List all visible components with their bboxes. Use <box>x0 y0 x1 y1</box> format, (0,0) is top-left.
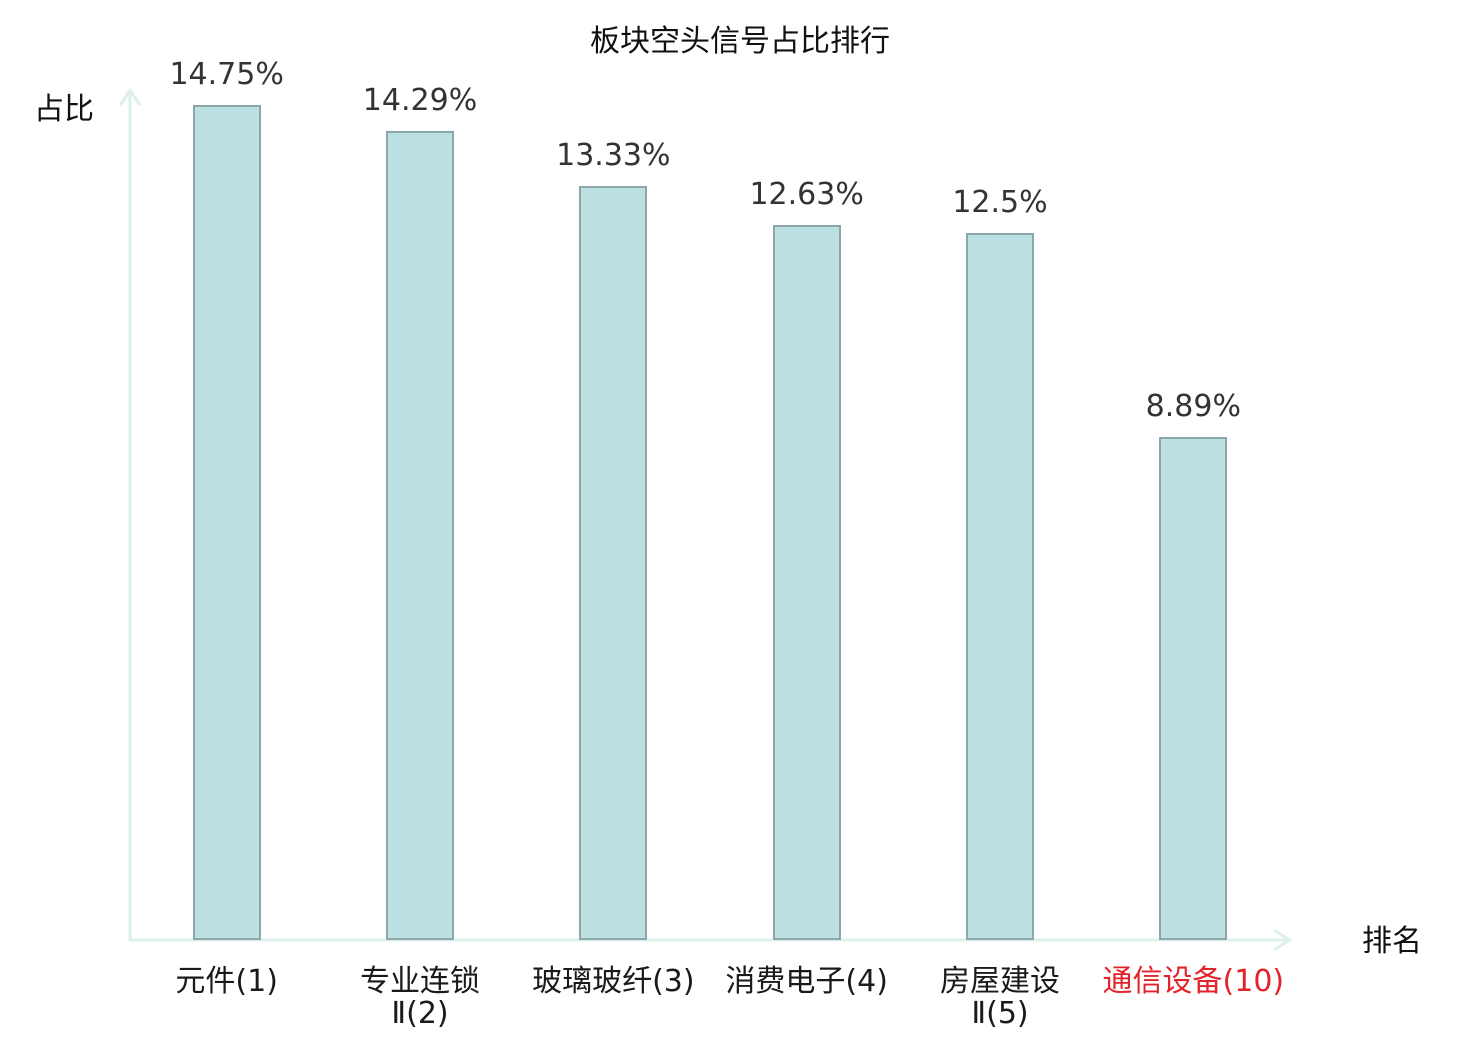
chart-title: 板块空头信号占比排行 <box>590 24 890 59</box>
bar-2 <box>385 131 455 940</box>
value-label-2: 14.29% <box>362 83 478 119</box>
category-label-5: 房屋建设 Ⅱ(5) <box>940 964 1060 1031</box>
value-label-4: 12.63% <box>749 177 864 213</box>
category-label-3: 玻璃玻纤(3) <box>532 964 695 999</box>
x-axis-arrow-icon <box>1273 929 1292 951</box>
bar-5 <box>965 232 1035 940</box>
category-label-2: 专业连锁 Ⅱ(2) <box>360 964 480 1031</box>
bar-6 <box>1159 436 1228 940</box>
category-label-6: 通信设备(10) <box>1102 964 1285 999</box>
x-axis-label: 排名 <box>1362 924 1422 959</box>
category-label-4: 消费电子(4) <box>725 964 888 999</box>
bar-1 <box>192 105 261 940</box>
value-label-3: 13.33% <box>556 137 671 173</box>
y-axis-arrow-icon <box>119 88 141 106</box>
value-label-5: 12.5% <box>952 184 1048 220</box>
y-axis-label: 占比 <box>34 92 94 127</box>
value-label-6: 8.89% <box>1145 388 1241 424</box>
bar-3 <box>579 185 648 940</box>
value-label-1: 14.75% <box>169 57 284 93</box>
category-label-1: 元件(1) <box>175 964 278 999</box>
bar-4 <box>772 225 841 940</box>
